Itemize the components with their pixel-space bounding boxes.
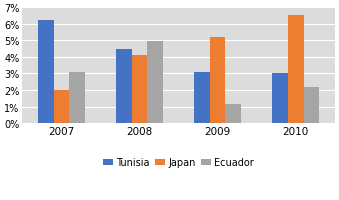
Bar xyxy=(147,42,163,123)
Bar xyxy=(210,38,225,123)
Bar xyxy=(225,105,241,123)
Legend: Tunisia, Japan, Ecuador: Tunisia, Japan, Ecuador xyxy=(100,154,258,171)
Bar xyxy=(194,72,210,123)
Bar xyxy=(38,21,54,123)
Bar xyxy=(288,16,304,123)
Bar xyxy=(116,49,132,123)
Bar xyxy=(54,90,69,123)
Bar xyxy=(69,72,85,123)
Bar xyxy=(304,87,319,123)
Bar xyxy=(272,74,288,123)
Bar xyxy=(132,56,147,123)
